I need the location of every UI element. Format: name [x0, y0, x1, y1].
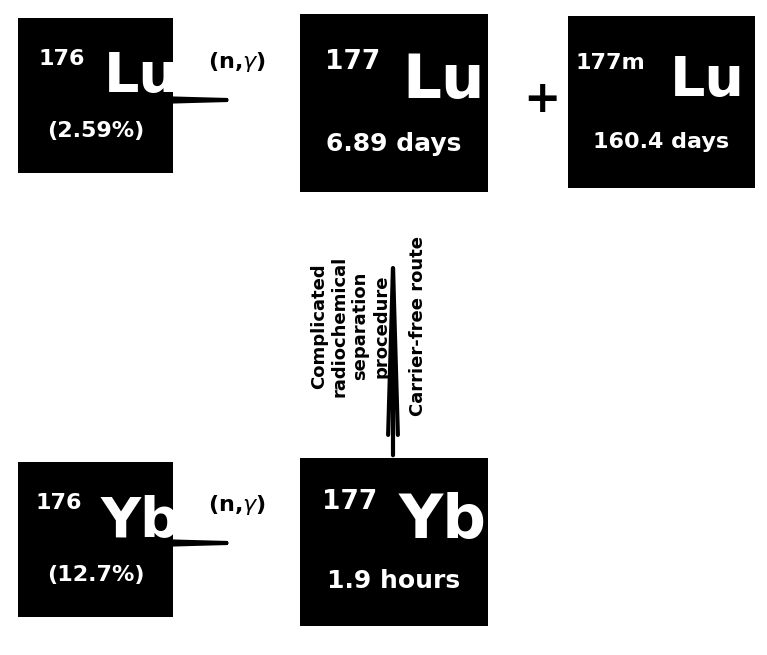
Text: Carrier-free route: Carrier-free route	[409, 236, 427, 416]
Text: (n,$\gamma$): (n,$\gamma$)	[208, 50, 266, 74]
Text: (12.7%): (12.7%)	[47, 565, 144, 585]
Bar	[18, 462, 173, 617]
Text: (2.59%): (2.59%)	[47, 121, 144, 141]
Text: 176: 176	[39, 49, 85, 69]
Text: Lu: Lu	[104, 50, 179, 104]
Text: 160.4 days: 160.4 days	[594, 132, 729, 151]
Text: Lu: Lu	[402, 52, 485, 111]
Text: 176: 176	[36, 493, 82, 513]
Text: Lu: Lu	[670, 54, 745, 108]
Text: +: +	[523, 79, 561, 121]
Bar	[18, 18, 173, 173]
Text: 177m: 177m	[575, 53, 645, 73]
Bar	[300, 458, 488, 626]
Text: Yb: Yb	[399, 493, 487, 552]
Text: 177: 177	[325, 49, 380, 75]
Text: Complicated
radiochemical
separation
procedure: Complicated radiochemical separation pro…	[310, 255, 390, 397]
Text: 6.89 days: 6.89 days	[326, 132, 462, 156]
Bar	[568, 16, 755, 188]
Bar	[300, 14, 488, 192]
Text: Yb: Yb	[100, 494, 180, 548]
Text: (n,$\gamma$): (n,$\gamma$)	[208, 493, 266, 517]
Text: 1.9 hours: 1.9 hours	[328, 569, 460, 593]
Text: 177: 177	[322, 489, 377, 515]
